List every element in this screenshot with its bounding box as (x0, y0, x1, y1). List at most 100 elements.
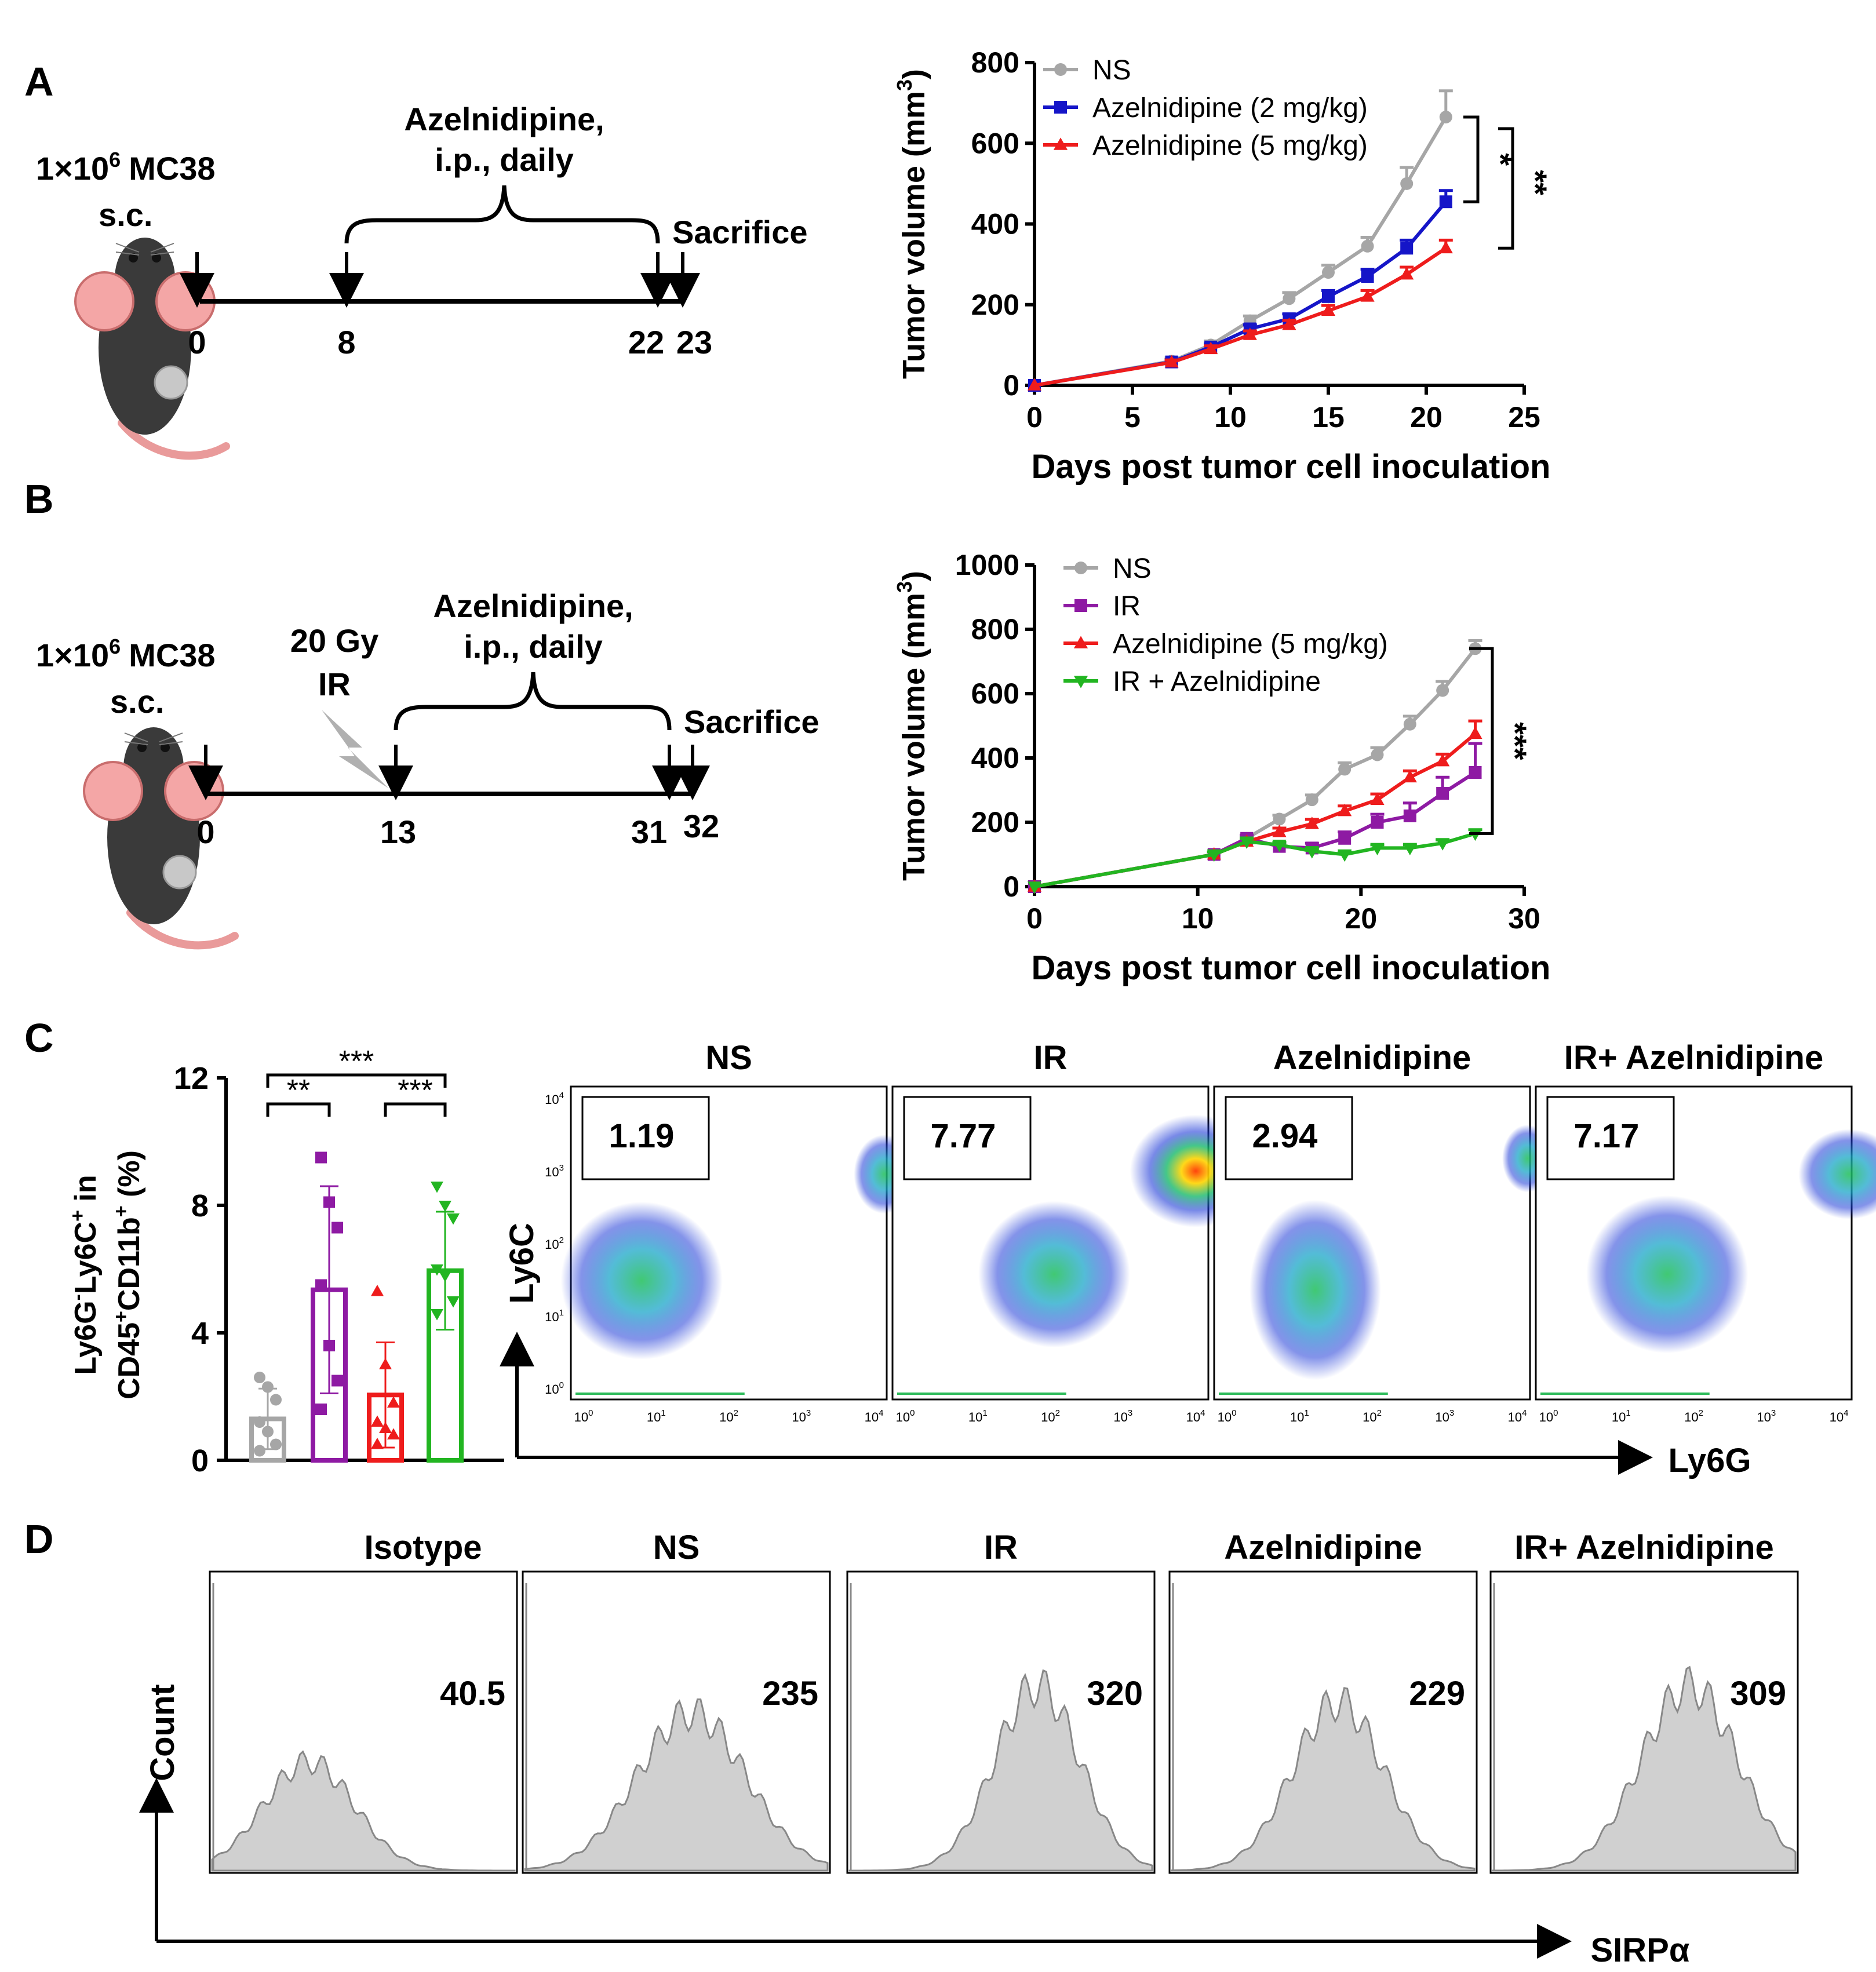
y-axis-label: Count (144, 1684, 181, 1781)
x-tick-label: 102 (1041, 1408, 1060, 1424)
svg-text:8: 8 (337, 324, 355, 360)
data-point (1403, 809, 1416, 822)
y-tick-label: 8 (191, 1189, 209, 1223)
panel-b-label: B (24, 476, 54, 522)
data-point (1272, 840, 1287, 852)
data-point (1207, 849, 1221, 862)
x-tick-label: 104 (865, 1408, 884, 1424)
y-tick-label: 101 (545, 1308, 564, 1324)
histogram-area (211, 1750, 516, 1872)
histogram-3: 229 Azelnidipine (1168, 1529, 1478, 1874)
legend-marker (1054, 101, 1067, 114)
drug-regimen: i.p., daily (435, 141, 574, 178)
chart-a: 0 5 10 15 20 25 0 200 400 600 800 Days post tumor c… (893, 46, 1554, 486)
legend-marker (1073, 636, 1088, 648)
panel-a-label: A (24, 59, 54, 104)
data-point (447, 1296, 460, 1308)
density-cloud (978, 1201, 1130, 1348)
hist-title: Azelnidipine (1224, 1529, 1422, 1566)
schematic-b: 1×106 MC38 s.c. 20 Gy IR Azelnidipine, i.… (36, 588, 819, 945)
x-tick-label: 103 (1113, 1408, 1132, 1424)
series-line (1034, 832, 1476, 888)
y-tick-label: 0 (191, 1444, 209, 1478)
data-point (1436, 787, 1449, 800)
data-point (431, 1309, 443, 1321)
panel-a: A 1×106 MC38 s.c. Azelnidipine, i.p., dai… (24, 46, 1554, 486)
data-point (1282, 317, 1296, 330)
schematic-a: 1×106 MC38 s.c. Azelnidipine, i.p., daily… (36, 101, 808, 455)
data-point (1338, 803, 1352, 816)
data-point (1243, 327, 1257, 340)
gate (1225, 1096, 1353, 1180)
x-tick-label: 102 (719, 1408, 738, 1424)
series-2 (1027, 719, 1482, 892)
data-point (1322, 266, 1335, 279)
x-tick-label: 20 (1410, 401, 1442, 433)
gate-value: 1.19 (609, 1117, 675, 1155)
flow-plot-3: 7.17 IR+ Azelnidipine 100 101 102 103 104 (1535, 1039, 1876, 1424)
data-point (1439, 195, 1452, 209)
data-point (1361, 239, 1374, 253)
y-axis-label: Tumor volume (mm3) (893, 69, 931, 379)
series-1 (1028, 189, 1453, 392)
series-line (1034, 201, 1448, 387)
data-point (1361, 270, 1374, 283)
histogram-area (524, 1698, 829, 1872)
legend-marker (1054, 63, 1067, 76)
ir-dose-label: 20 Gy (290, 622, 379, 659)
panel-b: B 1×106 MC38 s.c. 20 Gy IR Azelnidipine, … (24, 476, 1550, 987)
x-tick-label: 20 (1345, 902, 1378, 935)
route-label: s.c. (110, 683, 164, 720)
data-point (1400, 267, 1414, 280)
legend-label: Azelnidipine (5 mg/kg) (1092, 130, 1368, 161)
x-tick-label: 102 (1684, 1408, 1703, 1424)
gate (903, 1096, 1032, 1180)
data-point (1469, 766, 1482, 779)
data-point (323, 1196, 335, 1208)
x-axis-label: SIRPα (1590, 1931, 1689, 1969)
legend-marker (1074, 562, 1087, 574)
histogram-0: 40.5 Isotype (209, 1529, 518, 1874)
histogram-4: 309 IR+ Azelnidipine (1489, 1529, 1799, 1874)
mfi-value: 309 (1730, 1675, 1786, 1712)
data-point (254, 1445, 265, 1457)
data-point (1439, 110, 1452, 123)
data-point (262, 1426, 274, 1438)
x-tick-label: 0 (1026, 401, 1043, 433)
y-axis-label-line2: CD45+CD11b+ (%) (110, 1150, 146, 1399)
histogram-2: 320 IR (846, 1529, 1156, 1874)
x-axis-label: Ly6G (1669, 1442, 1751, 1479)
data-point (1400, 177, 1414, 190)
data-point (1468, 726, 1482, 739)
y-tick-label: 200 (971, 289, 1019, 321)
density-cloud (1250, 1200, 1381, 1380)
density-cloud (1798, 1129, 1876, 1219)
data-point (1371, 816, 1384, 829)
y-tick-label: 200 (971, 806, 1019, 839)
sig-label: ** (1517, 170, 1554, 195)
data-point (431, 1182, 443, 1193)
histogram-area (848, 1669, 1153, 1872)
data-point (1338, 832, 1352, 845)
svg-text:32: 32 (683, 808, 719, 844)
legend-marker (1073, 676, 1088, 688)
data-point (254, 1416, 265, 1428)
y-tick-label: 104 (545, 1091, 564, 1107)
data-point (1283, 292, 1296, 305)
series-line (1034, 246, 1447, 387)
flow-plot-2: 2.94 Azelnidipine 100 101 102 103 104 (1213, 1039, 1553, 1424)
hist-title: NS (653, 1529, 700, 1566)
data-point (1305, 816, 1319, 829)
drug-label: Azelnidipine, (404, 101, 604, 137)
legend-marker (1053, 137, 1068, 150)
y-tick-label: 100 (545, 1380, 564, 1397)
data-point (379, 1358, 392, 1369)
data-point (315, 1404, 327, 1415)
flow-title: IR (1034, 1039, 1068, 1077)
panel-c-label: C (24, 1015, 54, 1060)
data-point (1273, 812, 1286, 826)
treatment-brace (394, 672, 672, 731)
data-point (1322, 290, 1335, 303)
data-point (447, 1213, 460, 1225)
